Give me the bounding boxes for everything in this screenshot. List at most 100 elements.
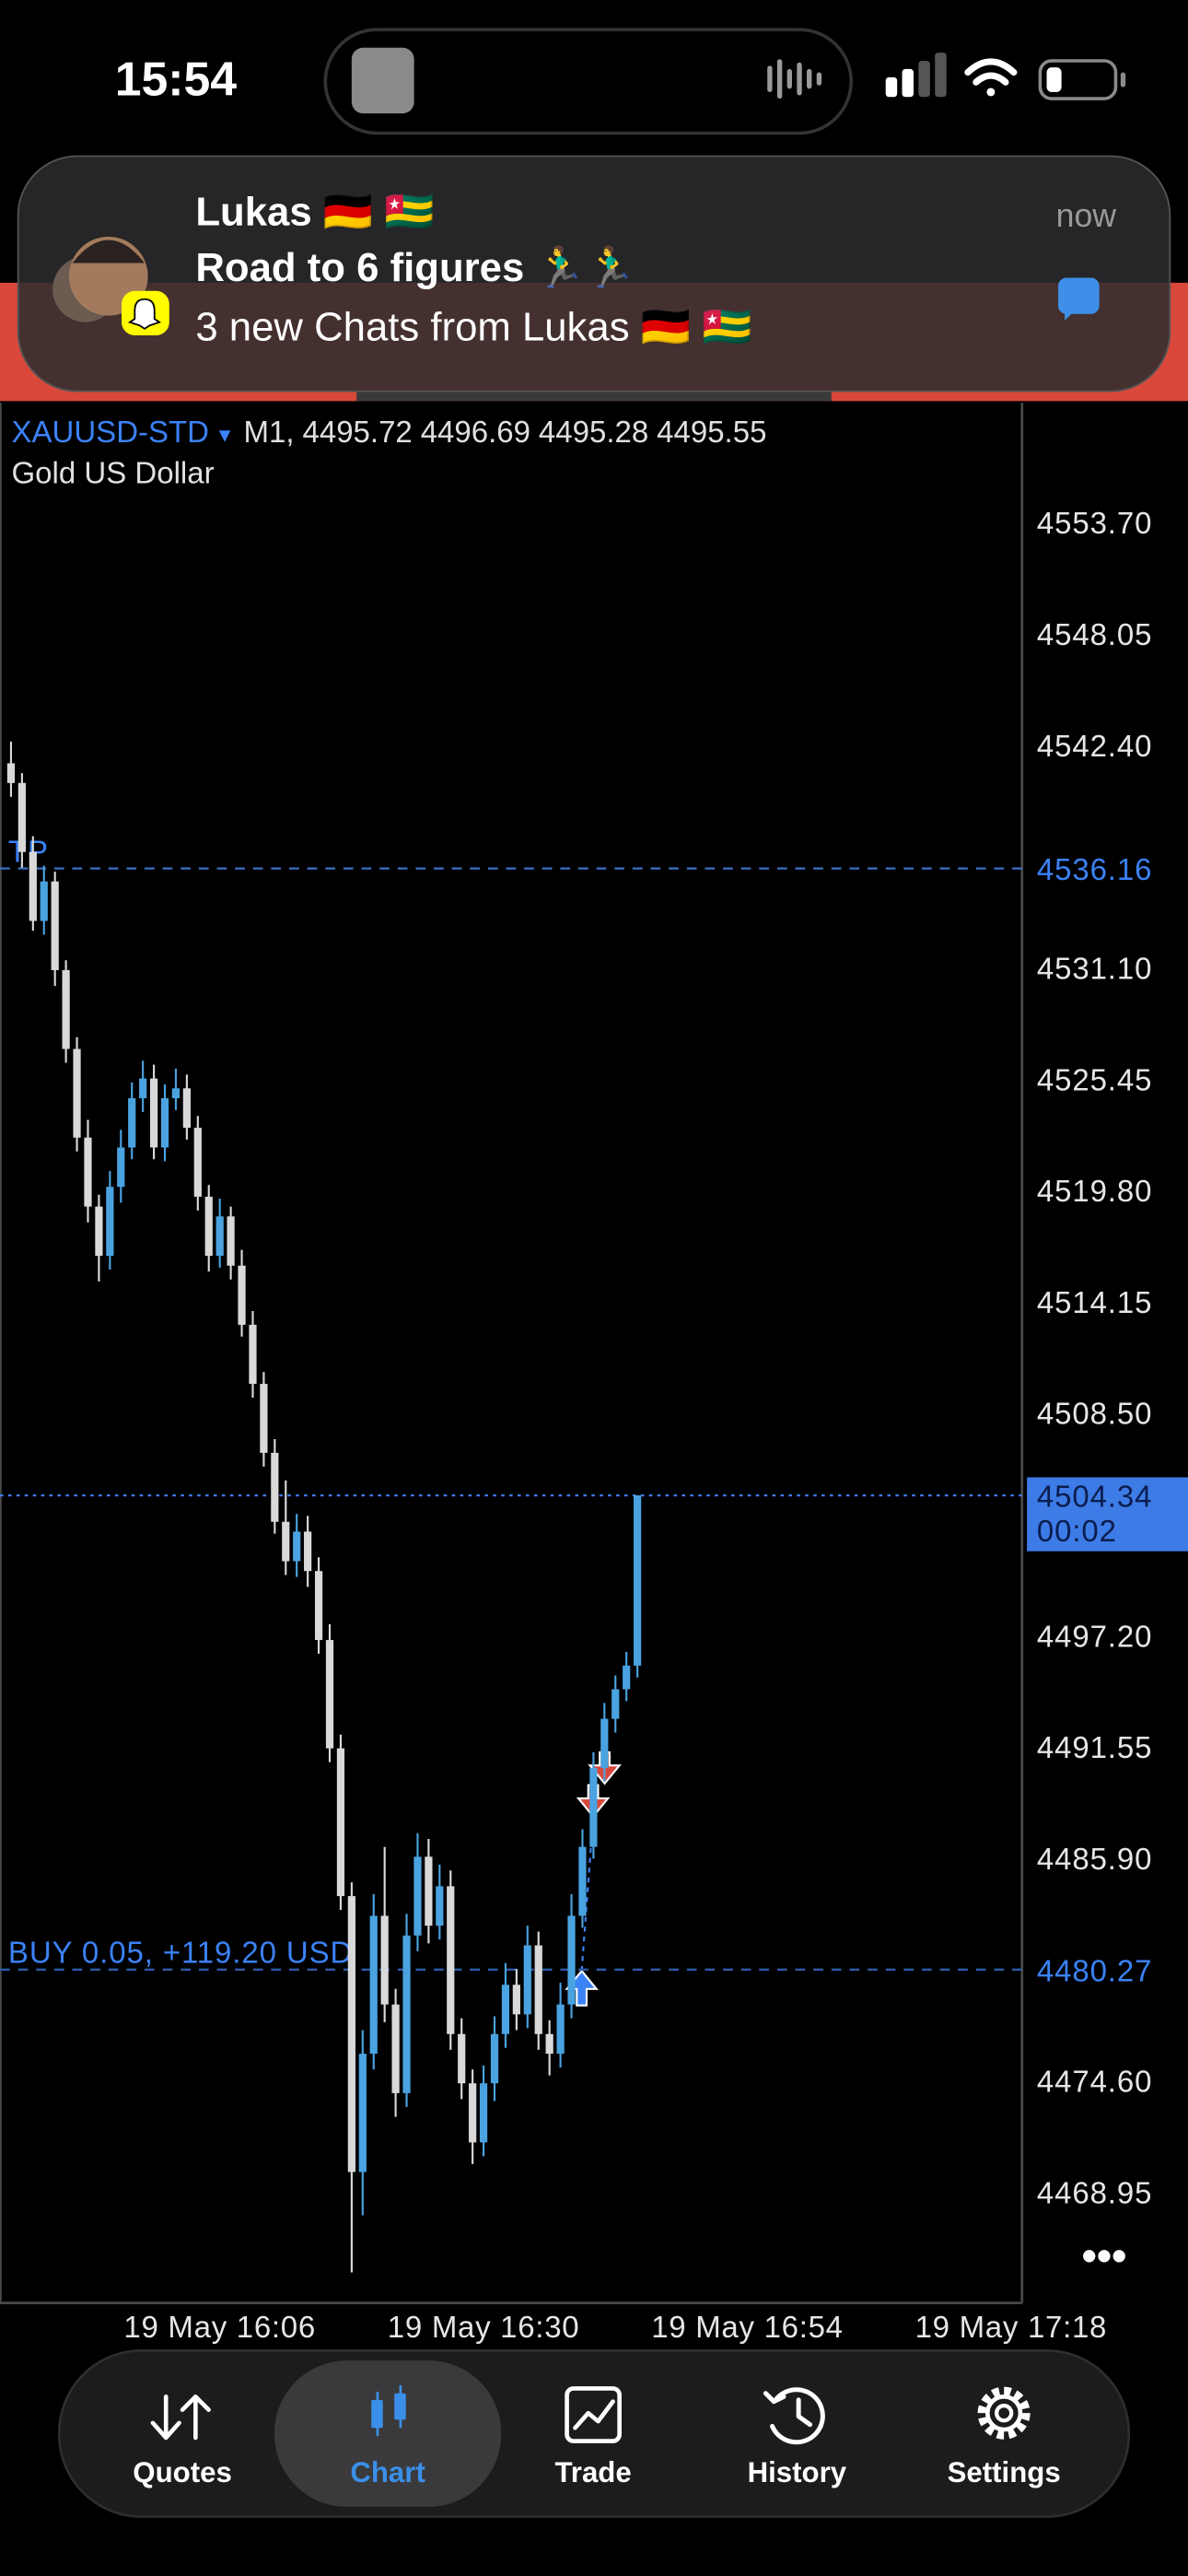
status-time: 15:54: [115, 52, 238, 105]
more-button[interactable]: •••: [1082, 2231, 1127, 2279]
y-tick-label: 4553.70: [1037, 506, 1153, 540]
candle-body: [282, 1521, 290, 1562]
candle-body: [589, 1768, 598, 1847]
candle-body: [545, 2033, 553, 2055]
chat-icon-tail: [1065, 310, 1075, 321]
candle-body: [171, 1088, 181, 1098]
price-box-timer: 00:02: [1037, 1514, 1117, 1548]
candle-body: [623, 1665, 631, 1690]
candle-body: [567, 1915, 576, 2005]
level-price-label: 4480.27: [1037, 1953, 1153, 1987]
y-tick-label: 4519.80: [1037, 1174, 1153, 1208]
timeframe: M1,: [244, 415, 295, 449]
last-open: 4495.72: [302, 415, 412, 449]
chart-header: XAUUSD-STD ▾ M1, 4495.72 4496.69 4495.28 4495.…: [12, 415, 767, 449]
candle-body: [556, 2004, 565, 2055]
island-thumbnail: [351, 47, 414, 114]
y-tick-label: 4468.95: [1037, 2175, 1153, 2209]
y-tick-label: 4525.45: [1037, 1062, 1153, 1096]
candle-body: [391, 2004, 400, 2093]
candle-body: [62, 969, 70, 1049]
snapchat-ghost: [127, 298, 162, 330]
level-price-label: 4536.16: [1037, 852, 1153, 886]
dynamic-island: [323, 28, 854, 135]
candle-body: [204, 1196, 213, 1257]
island-waveform: [767, 59, 822, 100]
candle-body: [182, 1088, 191, 1129]
candle-body: [611, 1689, 620, 1719]
y-tick-label: 4542.40: [1037, 729, 1153, 763]
history-icon: [763, 2387, 825, 2445]
candle-body: [17, 782, 26, 852]
last-high: 4496.69: [421, 415, 530, 449]
price-label-bg: [1025, 1950, 1188, 1990]
active-tab-pill: [274, 2360, 502, 2507]
tab-label-active[interactable]: Chart: [350, 2456, 425, 2488]
candle-body: [314, 1571, 323, 1641]
y-tick-label: 4497.20: [1037, 1619, 1153, 1653]
x-tick-label: 19 May 16:54: [651, 2310, 844, 2344]
symbol-description: Gold US Dollar: [12, 456, 215, 490]
candle-body: [369, 1915, 378, 2055]
tab-label[interactable]: Trade: [554, 2456, 631, 2488]
candle-body: [160, 1097, 169, 1148]
candle-body: [336, 1748, 345, 1897]
candle-body: [425, 1856, 433, 1926]
candle-body: [490, 2033, 499, 2084]
candle-body: [193, 1128, 202, 1197]
candle-body: [436, 1886, 444, 1926]
candle-body: [238, 1265, 246, 1325]
chart-layer: 4553.70 4548.05 4542.40 4531.10 4525.45 4519.…: [0, 506, 1188, 2344]
candle-body: [347, 1896, 355, 2172]
trade-icon: [565, 2386, 622, 2443]
tab-label[interactable]: Settings: [948, 2456, 1061, 2488]
candle-body: [447, 1886, 455, 2034]
price-box-label: 4504.34: [1037, 1480, 1153, 1514]
chat-icon: [1058, 277, 1100, 314]
y-tick-label: 4508.50: [1037, 1397, 1153, 1431]
candle-body: [249, 1324, 257, 1385]
candle-body: [600, 1718, 609, 1769]
candle-body: [325, 1640, 334, 1749]
notification-time: now: [1056, 197, 1117, 234]
y-tick-label: 4491.55: [1037, 1730, 1153, 1764]
candle-body: [402, 1935, 411, 2093]
notification-message: 3 new Chats from Lukas 🇩🇪 🇹🇬: [195, 304, 751, 349]
candle-body: [304, 1531, 312, 1572]
chart-icon: [371, 2384, 406, 2437]
candle-body: [73, 1048, 81, 1138]
avatar-hair: [72, 240, 146, 263]
level-name: BUY 0.05, +119.20 USD: [8, 1936, 353, 1970]
last-low: 4495.28: [539, 415, 648, 449]
candle-body: [215, 1216, 224, 1257]
candle-body: [51, 881, 59, 970]
y-tick-label: 4485.90: [1037, 1842, 1153, 1876]
tab-label[interactable]: Quotes: [133, 2456, 232, 2488]
notification-banner[interactable]: [17, 155, 1171, 392]
candle-body: [413, 1856, 422, 1936]
candle-body: [139, 1078, 147, 1098]
tab-label[interactable]: History: [748, 2456, 847, 2488]
candle-body: [634, 1495, 642, 1666]
symbol-menu[interactable]: ▾: [219, 422, 231, 448]
y-tick-label: 4548.05: [1037, 617, 1153, 651]
quotes-icon: [150, 2395, 211, 2441]
candle-body: [293, 1531, 301, 1562]
candle-body: [149, 1078, 158, 1148]
y-tick-label: 4474.60: [1037, 2065, 1153, 2099]
y-tick-label: 4514.15: [1037, 1285, 1153, 1319]
wifi-icon: [964, 58, 1018, 97]
candle-body: [469, 2083, 477, 2143]
settings-icon: [977, 2386, 1031, 2440]
candle-body: [95, 1206, 103, 1257]
symbol[interactable]: XAUUSD-STD: [12, 415, 210, 449]
candle-body: [512, 1985, 520, 2015]
y-tick-label: 4531.10: [1037, 951, 1153, 985]
x-tick-label: 19 May 16:06: [123, 2310, 316, 2344]
tab-bar: [57, 2349, 1131, 2518]
x-tick-label: 19 May 16:30: [388, 2310, 580, 2344]
price-box: [1027, 1477, 1188, 1551]
